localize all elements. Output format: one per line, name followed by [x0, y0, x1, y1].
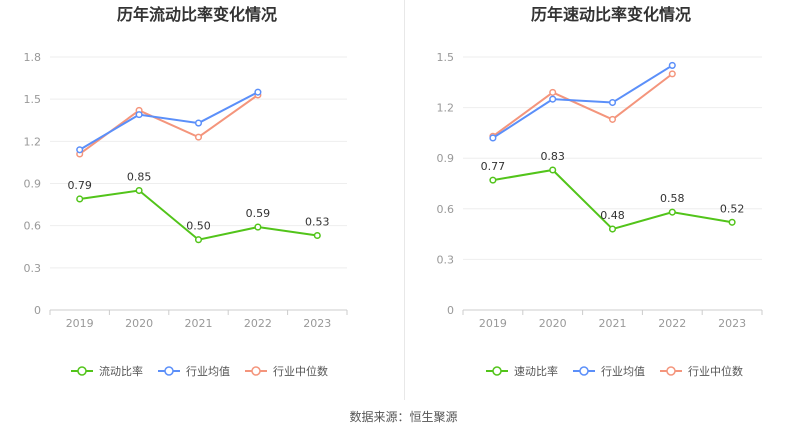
data-point	[608, 98, 617, 107]
data-point	[76, 195, 84, 203]
x-tick-label: 2023	[718, 317, 746, 330]
chart-title: 历年流动比率变化情况	[117, 5, 277, 24]
data-point	[668, 208, 676, 216]
data-point	[194, 119, 203, 127]
data-point	[549, 88, 557, 96]
data-point	[489, 176, 497, 184]
data-point	[608, 225, 617, 233]
y-tick-label: 0	[34, 304, 41, 317]
y-tick-label: 1.5	[24, 93, 42, 106]
y-tick-label: 0.9	[437, 152, 455, 165]
data-point	[135, 186, 143, 195]
x-tick-label: 2019	[66, 317, 94, 330]
series-line	[492, 73, 673, 138]
x-tick-label: 2020	[539, 317, 567, 330]
y-tick-label: 0.6	[437, 203, 455, 216]
data-point	[489, 134, 497, 142]
legend-marker	[579, 366, 589, 376]
x-tick-label: 2022	[244, 317, 272, 330]
data-point	[254, 88, 262, 96]
legend-label: 行业均值	[186, 365, 230, 378]
legend-label: 速动比率	[514, 364, 558, 378]
y-tick-label: 0	[447, 304, 454, 317]
data-label: 0.58	[660, 192, 685, 205]
series-line	[79, 91, 259, 151]
data-label: 0.77	[481, 160, 506, 173]
legend-marker	[164, 366, 174, 376]
data-label: 0.59	[246, 207, 271, 220]
legend-label: 流动比率	[99, 364, 143, 378]
y-tick-label: 0.6	[24, 220, 42, 233]
y-tick-label: 0.3	[24, 262, 42, 275]
chart-divider	[404, 0, 405, 400]
y-tick-label: 0.9	[24, 178, 42, 191]
legend-label: 行业中位数	[688, 364, 743, 378]
data-label: 0.85	[127, 171, 152, 184]
data-label: 0.50	[186, 220, 211, 233]
chart-title: 历年速动比率变化情况	[531, 5, 691, 24]
x-tick-label: 2021	[599, 317, 627, 330]
x-tick-label: 2021	[185, 317, 213, 330]
x-tick-label: 2020	[125, 317, 153, 330]
legend-marker	[77, 366, 87, 376]
y-tick-label: 1.2	[437, 102, 455, 115]
data-point	[313, 231, 321, 240]
data-point	[135, 111, 143, 119]
data-point	[76, 146, 84, 154]
charts-area: 历年流动比率变化情况 0 0.3 0.6 0.9 1.2 1.5 1.8 2019 2020 202…	[24, 5, 763, 378]
data-point	[194, 236, 203, 244]
data-point	[608, 115, 617, 123]
data-source-note: 数据来源：恒生聚源	[349, 410, 458, 424]
data-label: 0.79	[67, 179, 92, 192]
data-point	[254, 223, 262, 231]
legend-label: 行业中位数	[273, 364, 328, 378]
data-point	[668, 70, 676, 78]
data-point	[194, 133, 203, 141]
data-label: 0.52	[720, 202, 745, 215]
series-line	[79, 94, 259, 155]
x-tick-label: 2019	[479, 317, 507, 330]
series-line	[492, 64, 673, 139]
y-tick-label: 1.8	[24, 51, 42, 64]
data-point	[549, 166, 557, 174]
data-label: 0.83	[540, 150, 565, 163]
y-tick-label: 1.2	[24, 135, 42, 148]
x-tick-label: 2022	[658, 317, 686, 330]
legend-marker	[251, 366, 261, 376]
legend-marker	[492, 366, 502, 376]
y-tick-label: 1.5	[437, 51, 455, 64]
data-point	[728, 218, 736, 226]
legend-label: 行业均值	[601, 365, 645, 378]
x-tick-label: 2023	[303, 317, 331, 330]
data-point	[668, 61, 676, 69]
data-point	[549, 95, 557, 103]
legend-marker	[666, 366, 676, 376]
y-tick-label: 0.3	[437, 253, 455, 266]
data-label: 0.53	[305, 216, 330, 229]
data-label: 0.48	[600, 209, 625, 222]
